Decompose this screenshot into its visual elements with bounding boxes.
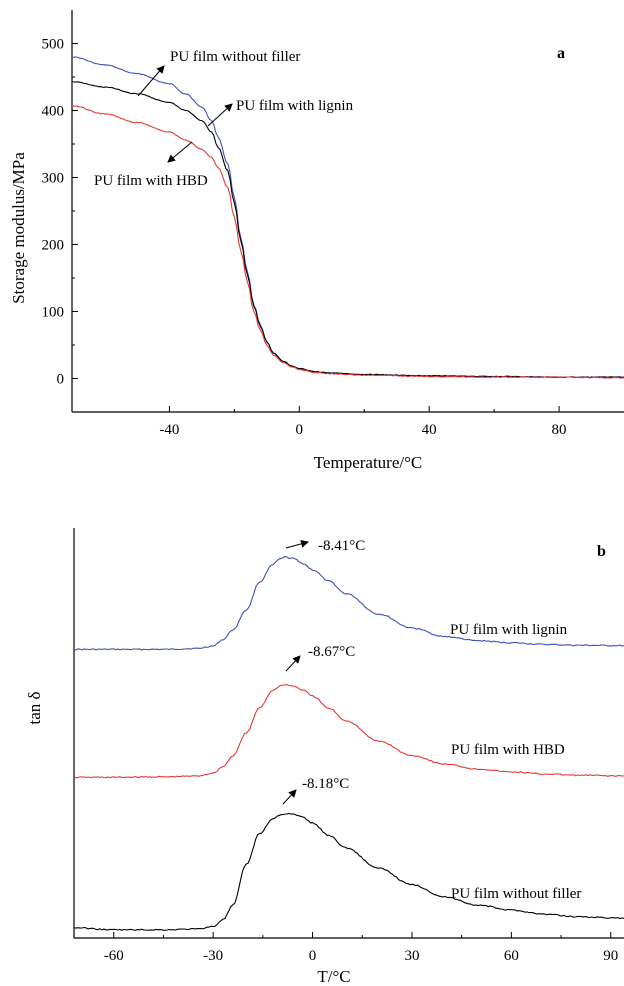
panel-b-series-pu-film-without-filler — [73, 812, 624, 931]
panel-b-peak-arrow-hbd — [285, 655, 301, 672]
panel-b-curve-label-lignin: PU film with lignin — [450, 622, 568, 638]
panel-b-x-tick-label: 0 — [309, 948, 317, 964]
panel-b-series-pu-film-with-hbd — [73, 684, 624, 779]
panel-a-x-tick-label: 80 — [552, 422, 567, 438]
panel-a-y-tick-label: 100 — [42, 305, 65, 321]
panel-a-y-tick-label: 300 — [42, 171, 65, 187]
panel-a-x-ticks: -40 0 40 80 — [159, 406, 567, 438]
panel-a-x-axis-label: Temperature/°C — [314, 453, 423, 472]
panel-b-x-tick-label: 30 — [404, 948, 419, 964]
panel-a-arrow-without-filler — [137, 65, 165, 97]
panel-a: -40 0 40 80 0 100 200 300 400 500 a Temperature/… — [9, 10, 624, 472]
panel-a-x-tick-label: -40 — [159, 422, 179, 438]
panel-b-peak-label-hbd: -8.67°C — [308, 644, 355, 660]
panel-a-x-tick-label: 40 — [422, 422, 437, 438]
panel-b-x-tick-label: 60 — [504, 948, 519, 964]
panel-b-peak-label-lignin: -8.41°C — [318, 538, 365, 554]
panel-a-arrow-with-hbd — [167, 141, 193, 163]
panel-a-y-tick-label: 500 — [42, 37, 65, 53]
panel-a-x-tick-label: 0 — [296, 422, 304, 438]
panel-b-series-pu-film-with-lignin — [73, 556, 624, 651]
panel-b-label: b — [597, 543, 606, 560]
panel-a-label: a — [557, 45, 565, 62]
panel-b-x-tick-label: 90 — [603, 948, 618, 964]
panel-a-y-tick-label: 0 — [57, 372, 65, 388]
panel-b: -60 -30 0 30 60 90 b T/°C tan δ -8.41°C -8.67… — [25, 528, 624, 986]
panel-a-series-pu-film-with-lignin — [71, 80, 624, 379]
panel-a-y-ticks: 0 100 200 300 400 500 — [42, 37, 78, 388]
panel-a-y-tick-label: 200 — [42, 238, 65, 254]
panel-b-y-axis-label: tan δ — [25, 691, 44, 724]
panel-a-y-axis-label: Storage modulus/MPa — [9, 152, 28, 304]
panel-b-x-tick-label: -60 — [104, 948, 124, 964]
panel-a-curves — [71, 56, 624, 379]
panel-a-arrow-with-lignin — [207, 103, 233, 127]
panel-b-curve-label-hbd: PU film with HBD — [451, 742, 565, 758]
panel-b-peak-arrow-lignin — [285, 539, 309, 549]
panel-a-y-tick-label: 400 — [42, 104, 65, 120]
panel-b-peak-label-without-filler: -8.18°C — [302, 776, 349, 792]
panel-b-x-tick-label: -30 — [203, 948, 223, 964]
panel-b-curve-label-without-filler: PU film without filler — [451, 886, 581, 902]
panel-b-curves — [73, 556, 624, 931]
panel-b-x-axis-label: T/°C — [317, 967, 350, 986]
panel-a-annotation-without-filler: PU film without filler — [170, 49, 300, 65]
panel-a-series-pu-film-with-hbd — [71, 105, 624, 379]
panel-b-x-ticks: -60 -30 0 30 60 90 — [104, 932, 618, 964]
panel-a-annotation-with-lignin: PU film with lignin — [236, 98, 354, 114]
panel-a-annotation-with-hbd: PU film with HBD — [94, 173, 208, 189]
panel-b-peak-arrow-without-filler — [282, 789, 297, 805]
